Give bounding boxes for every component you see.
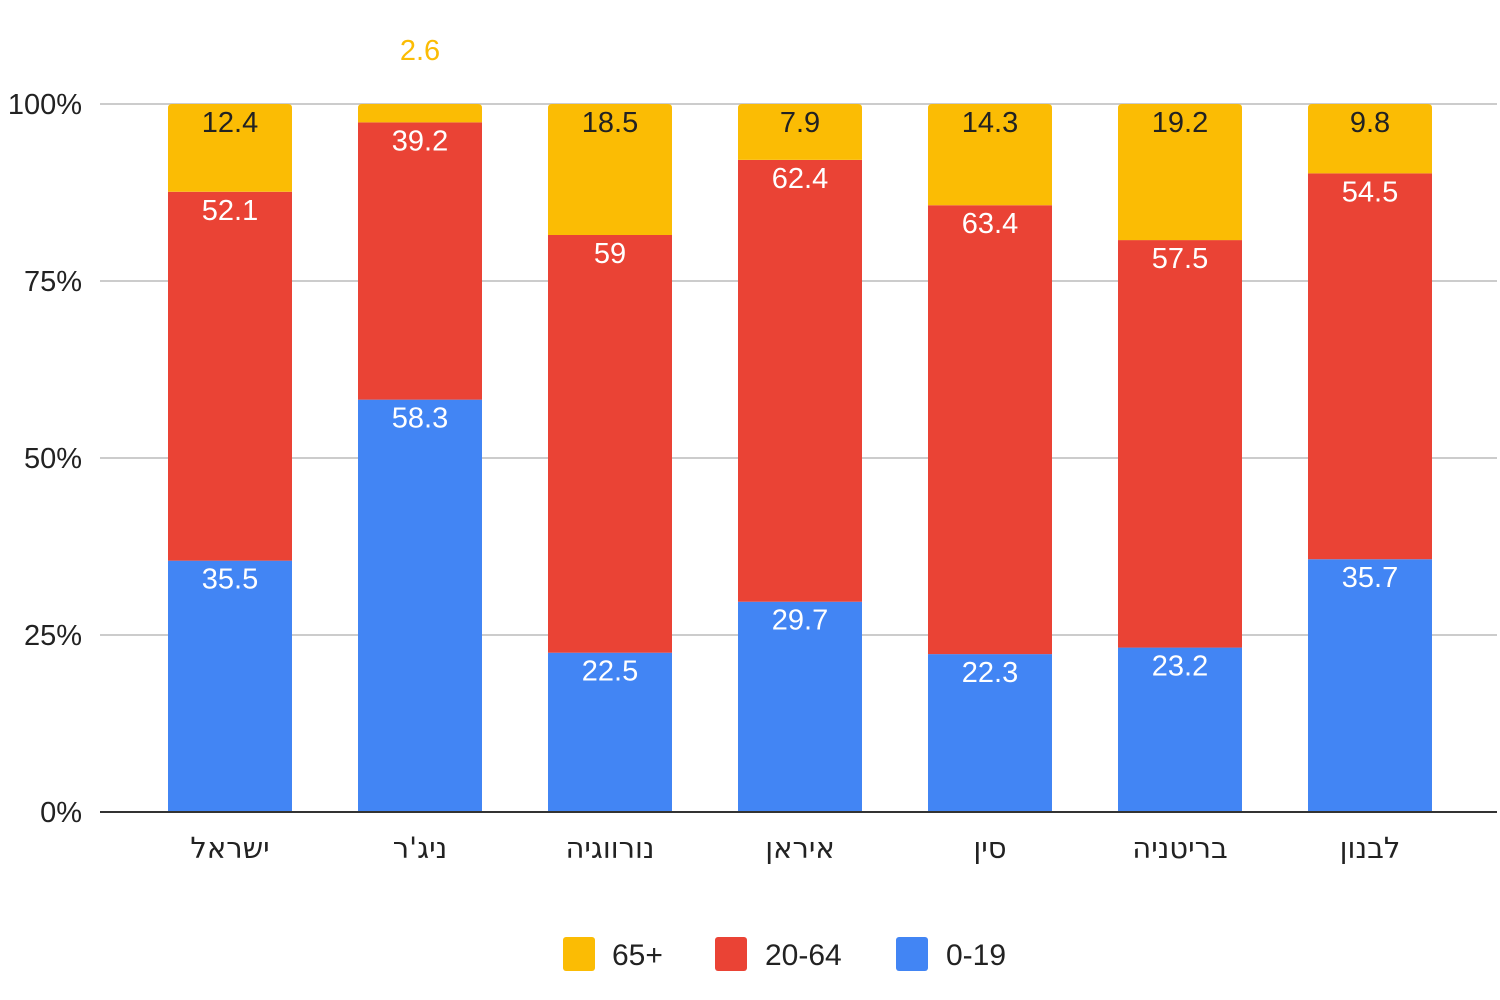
data-label: 22.5 — [582, 656, 638, 688]
bar-segment — [168, 560, 292, 812]
bar-segment — [168, 191, 292, 561]
bar-segment — [1118, 240, 1242, 648]
data-label: 23.2 — [1152, 651, 1208, 683]
data-label: 58.3 — [392, 403, 448, 435]
bar-segment — [548, 652, 672, 812]
data-label: 39.2 — [392, 125, 448, 157]
bar-segment — [1118, 647, 1242, 812]
bar-segment — [358, 399, 482, 812]
bar-segment — [928, 205, 1052, 655]
bar-segment — [1308, 173, 1432, 560]
x-tick-label: איראן — [765, 831, 835, 865]
bar-segment — [1118, 104, 1242, 241]
y-axis: 0% 25% 50% 75% 100% — [8, 89, 82, 829]
bar-segment — [738, 159, 862, 602]
data-label: 7.9 — [780, 107, 820, 139]
data-label: 35.7 — [1342, 562, 1398, 594]
legend-swatch — [715, 937, 747, 971]
data-label: 18.5 — [582, 107, 638, 139]
x-tick-label: סין — [973, 831, 1006, 865]
x-tick-label: לבנון — [1340, 831, 1401, 865]
legend-swatch — [896, 937, 928, 971]
data-label: 59 — [594, 238, 626, 270]
data-label: 52.1 — [202, 195, 258, 227]
y-tick-label: 25% — [24, 620, 82, 652]
x-tick-label: ישראל — [190, 831, 269, 865]
legend-label: 20-64 — [765, 939, 842, 972]
y-tick-label: 100% — [8, 89, 82, 121]
legend: 65+ 20-64 0-19 — [563, 937, 1006, 972]
bar-segment — [548, 234, 672, 653]
bar-segment — [548, 104, 672, 235]
data-label: 62.4 — [772, 163, 828, 195]
legend-label: 0-19 — [946, 939, 1006, 972]
data-label: 54.5 — [1342, 176, 1398, 208]
data-label: 22.3 — [962, 657, 1018, 689]
data-label: 57.5 — [1152, 243, 1208, 275]
x-axis: ישראל ניג'ר נורווגיה איראן סין בריטניה לבנון — [100, 811, 1497, 865]
legend-swatch — [563, 937, 595, 971]
data-label: 19.2 — [1152, 107, 1208, 139]
x-tick-label: נורווגיה — [565, 831, 654, 865]
bar-segment — [1308, 104, 1432, 174]
bar-segment — [928, 654, 1052, 812]
data-label: 29.7 — [772, 605, 828, 637]
y-tick-label: 0% — [40, 797, 82, 829]
bar-segment — [738, 601, 862, 812]
y-tick-label: 50% — [24, 443, 82, 475]
data-label: 9.8 — [1350, 107, 1390, 139]
bar-segment — [1308, 559, 1432, 812]
data-label: 2.6 — [400, 35, 440, 67]
bars — [168, 104, 1432, 812]
y-tick-label: 75% — [24, 266, 82, 298]
data-label: 12.4 — [202, 107, 258, 139]
x-tick-label: ניג'ר — [393, 831, 447, 865]
bar-segment — [168, 104, 292, 192]
data-label: 14.3 — [962, 107, 1018, 139]
bar-segment — [358, 122, 482, 400]
data-labels: 35.5 52.1 12.4 58.3 39.2 2.6 22.5 59 18.5 29.7 62.… — [202, 35, 1398, 689]
legend-label: 65+ — [612, 939, 663, 972]
data-label: 63.4 — [962, 208, 1018, 240]
bar-segment — [358, 104, 482, 123]
data-label: 35.5 — [202, 564, 258, 596]
bar-segment — [928, 104, 1052, 206]
bar-segment — [738, 104, 862, 160]
x-tick-label: בריטניה — [1132, 831, 1227, 865]
